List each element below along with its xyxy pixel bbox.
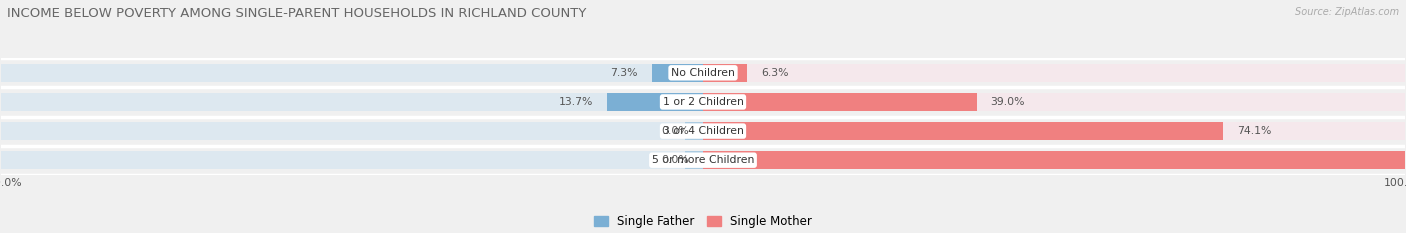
- Text: 6.3%: 6.3%: [761, 68, 789, 78]
- Text: 13.7%: 13.7%: [558, 97, 593, 107]
- Legend: Single Father, Single Mother: Single Father, Single Mother: [589, 210, 817, 233]
- Bar: [703, 151, 1405, 169]
- Bar: [703, 151, 1405, 169]
- Text: 1 or 2 Children: 1 or 2 Children: [662, 97, 744, 107]
- Text: 0.0%: 0.0%: [661, 126, 689, 136]
- Text: 7.3%: 7.3%: [610, 68, 638, 78]
- Text: 0.0%: 0.0%: [661, 155, 689, 165]
- Text: INCOME BELOW POVERTY AMONG SINGLE-PARENT HOUSEHOLDS IN RICHLAND COUNTY: INCOME BELOW POVERTY AMONG SINGLE-PARENT…: [7, 7, 586, 20]
- Bar: [686, 151, 703, 169]
- Bar: [703, 93, 977, 111]
- Bar: [703, 64, 747, 82]
- Bar: [703, 122, 1223, 140]
- Text: 5 or more Children: 5 or more Children: [652, 155, 754, 165]
- Bar: [703, 64, 1405, 82]
- Bar: [1, 151, 703, 169]
- Text: No Children: No Children: [671, 68, 735, 78]
- Bar: [686, 122, 703, 140]
- Bar: [607, 93, 703, 111]
- Bar: [703, 122, 1405, 140]
- Text: Source: ZipAtlas.com: Source: ZipAtlas.com: [1295, 7, 1399, 17]
- Bar: [1, 122, 703, 140]
- Bar: [652, 64, 703, 82]
- Bar: [1, 64, 703, 82]
- Text: 39.0%: 39.0%: [991, 97, 1025, 107]
- Text: 3 or 4 Children: 3 or 4 Children: [662, 126, 744, 136]
- Text: 74.1%: 74.1%: [1237, 126, 1271, 136]
- Bar: [703, 93, 1405, 111]
- Bar: [1, 93, 703, 111]
